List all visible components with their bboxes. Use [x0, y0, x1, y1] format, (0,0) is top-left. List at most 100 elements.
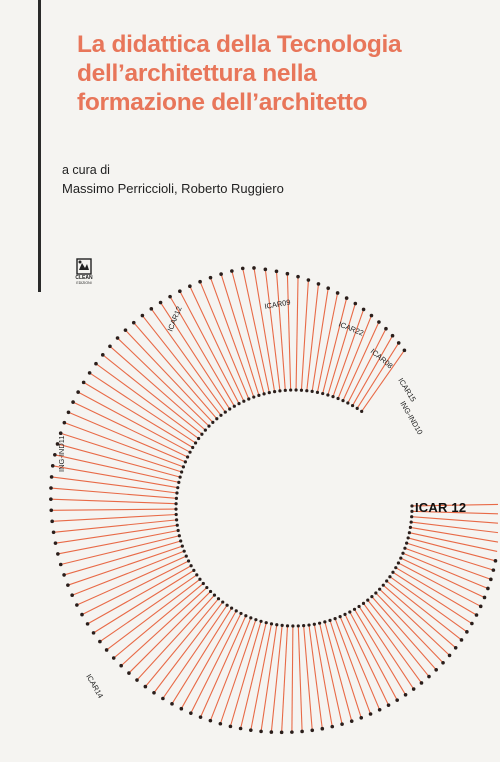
spoke-outer-dot: [100, 353, 105, 357]
spoke-inner-dot: [348, 610, 352, 614]
spoke-inner-dot: [182, 549, 186, 553]
spoke-line: [77, 391, 191, 453]
spoke-inner-dot: [403, 546, 407, 550]
publisher-logo-icon: [76, 258, 92, 275]
spoke-line: [295, 276, 299, 391]
spoke-inner-dot: [315, 390, 320, 394]
spoke-line: [250, 623, 273, 731]
spoke-inner-dot: [221, 600, 225, 604]
spoke-inner-dot: [216, 597, 221, 601]
spoke-outer-dot: [300, 729, 304, 734]
spoke-line: [411, 516, 499, 524]
spoke-outer-dot: [465, 630, 469, 634]
spoke-line: [386, 580, 462, 641]
spoke-line: [76, 555, 187, 606]
spoke-outer-dot: [104, 648, 109, 652]
spoke-outer-dot: [80, 612, 84, 617]
spoke-outer-dot: [50, 463, 55, 468]
spoke-inner-dot: [177, 480, 181, 484]
spoke-inner-dot: [312, 622, 316, 626]
spoke-inner-dot: [184, 554, 188, 558]
spoke-outer-dot: [296, 274, 300, 279]
spoke-line: [109, 345, 206, 431]
spokes-group: [49, 266, 499, 735]
spoke-line: [264, 269, 281, 391]
spoke-outer-dot: [208, 275, 213, 280]
spoke-outer-dot: [94, 361, 98, 366]
spoke-line: [389, 576, 468, 633]
spoke-line: [52, 513, 177, 522]
spoke-outer-dot: [447, 653, 452, 658]
label-ing-ind10: ING-IND10: [398, 400, 424, 437]
spoke-inner-dot: [239, 611, 243, 616]
spoke-line: [404, 547, 492, 580]
spoke-outer-dot: [493, 559, 498, 563]
spoke-line: [402, 552, 489, 589]
spoke-outer-dot: [470, 621, 474, 626]
spoke-inner-dot: [388, 575, 392, 579]
spoke-outer-dot: [274, 269, 279, 274]
spoke-line: [367, 599, 430, 677]
spoke-line: [219, 619, 257, 724]
spoke-line: [162, 604, 228, 699]
publisher-name: CLEAN: [75, 275, 93, 281]
spoke-line: [327, 303, 356, 396]
spoke-outer-dot: [189, 711, 193, 715]
spoke-inner-dot: [341, 399, 345, 403]
spoke-outer-dot: [152, 690, 156, 695]
spoke-outer-dot: [219, 272, 223, 276]
spoke-line: [253, 267, 276, 392]
spoke-inner-dot: [180, 544, 184, 548]
spoke-line: [150, 308, 226, 413]
spoke-outer-dot: [66, 583, 70, 587]
spoke-outer-dot: [85, 622, 90, 626]
spoke-outer-dot: [123, 328, 128, 332]
spoke-outer-dot: [70, 593, 74, 598]
spoke-outer-dot: [369, 313, 374, 318]
spoke-line: [231, 270, 265, 394]
spoke-outer-dot: [269, 730, 274, 734]
spine-line: [38, 0, 41, 292]
spoke-line: [356, 342, 400, 409]
spoke-line: [99, 574, 198, 643]
spoke-inner-dot: [361, 601, 366, 605]
spoke-outer-dot: [491, 568, 496, 572]
spoke-inner-dot: [275, 623, 279, 627]
spoke-line: [354, 609, 407, 696]
spoke-inner-dot: [302, 624, 306, 628]
spoke-inner-dot: [208, 589, 213, 594]
spoke-outer-dot: [427, 674, 431, 679]
spoke-outer-dot: [411, 687, 416, 691]
spoke-outer-dot: [403, 693, 408, 697]
spoke-inner-dot: [289, 388, 293, 392]
spoke-inner-dot: [346, 401, 350, 405]
spoke-inner-dot: [259, 619, 263, 623]
spoke-line: [141, 315, 222, 416]
spoke-outer-dot: [98, 639, 102, 644]
publisher-sub: EDIZIONI: [76, 281, 92, 285]
spoke-inner-dot: [381, 583, 385, 587]
spoke-line: [220, 273, 260, 396]
spoke-outer-dot: [50, 519, 54, 524]
spoke-inner-dot: [179, 539, 183, 543]
spoke-line: [87, 565, 192, 625]
spoke-outer-dot: [49, 508, 54, 513]
spoke-outer-dot: [143, 684, 148, 689]
labels-group: ICAR12 ICAR09 ICAR22 ICAR08 ICAR15 ING-I…: [57, 298, 425, 700]
spoke-line: [392, 571, 473, 624]
spoke-outer-dot: [349, 719, 354, 723]
spoke-inner-dot: [321, 391, 325, 396]
spoke-inner-dot: [257, 393, 261, 397]
spoke-outer-dot: [62, 573, 66, 577]
spoke-outer-dot: [486, 586, 490, 591]
spoke-inner-dot: [310, 389, 314, 394]
title-line-1: La didattica della Tecnologia: [77, 31, 402, 58]
spoke-outer-dot: [489, 577, 493, 582]
spoke-line: [72, 401, 188, 458]
spoke-inner-dot: [252, 395, 256, 399]
spoke-inner-dot: [193, 441, 198, 445]
spoke-line: [382, 584, 457, 649]
spoke-outer-dot: [353, 301, 358, 306]
spoke-inner-dot: [280, 623, 284, 628]
spoke-line: [329, 620, 362, 718]
